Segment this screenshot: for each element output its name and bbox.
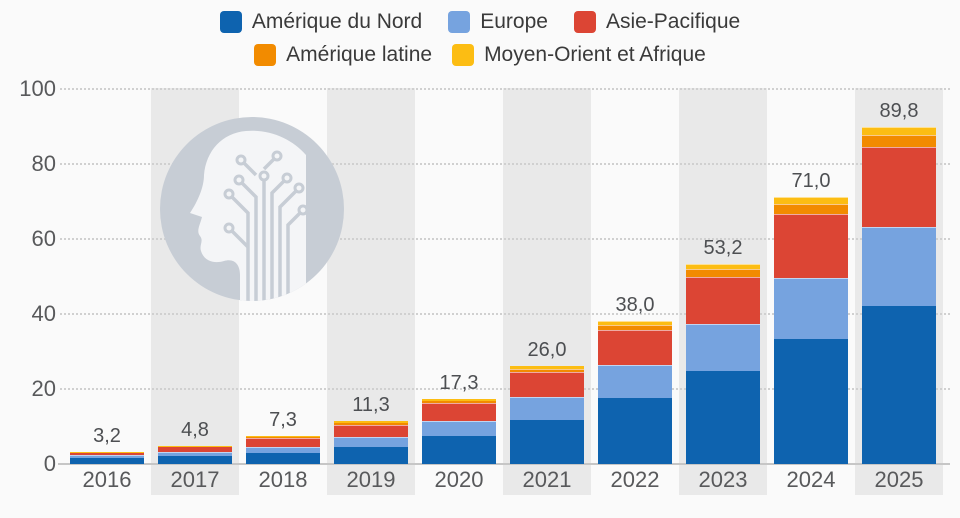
x-axis-label-2025: 2025 — [874, 467, 924, 492]
x-axis-line — [58, 462, 950, 465]
bar-segment-2020-am-rique-du-nord[interactable] — [422, 436, 496, 464]
bar-segment-2019-am-rique-du-nord[interactable] — [334, 446, 408, 464]
x-axis-label-2023: 2023 — [698, 467, 748, 492]
bar-total-label-2025: 89,8 — [879, 99, 919, 122]
bar-total-label-2019: 11,3 — [352, 394, 390, 417]
bar-segment-2021-asie-pacifique[interactable] — [510, 372, 584, 398]
gridline-80 — [60, 162, 950, 165]
y-axis-tick-0: 0 — [43, 450, 56, 476]
bar-segment-2022-am-rique-latine[interactable] — [598, 324, 672, 330]
bar-segment-2019-asie-pacifique[interactable] — [334, 424, 408, 438]
bar-segment-2022-europe[interactable] — [598, 365, 672, 398]
bar-segment-2021-europe[interactable] — [510, 397, 584, 420]
bar-segment-2016-am-rique-du-nord[interactable] — [70, 458, 144, 464]
bar-segment-2025-asie-pacifique[interactable] — [862, 146, 936, 228]
x-axis-label-2022: 2022 — [610, 467, 660, 492]
bar-segment-2023-asie-pacifique[interactable] — [686, 276, 760, 324]
bar-segment-2017-europe[interactable] — [158, 452, 232, 456]
gridline-40 — [60, 312, 950, 315]
y-axis-tick-40: 40 — [31, 300, 56, 326]
bar-segment-2025-moyen-orient-et-afrique[interactable] — [862, 126, 936, 135]
x-axis-label-2021: 2021 — [522, 467, 572, 492]
bar-segment-2020-am-rique-latine[interactable] — [422, 400, 496, 404]
x-axis-label-2017: 2017 — [170, 467, 220, 492]
x-axis-label-2020: 2020 — [434, 467, 484, 492]
legend-item-latin-america: Amérique latine — [254, 43, 432, 67]
bar-segment-2024-moyen-orient-et-afrique[interactable] — [774, 197, 848, 204]
bar-total-label-2018: 7,3 — [269, 409, 297, 432]
legend-row-1: Amérique du Nord Europe Asie-Pacifique — [0, 10, 960, 34]
bar-segment-2023-europe[interactable] — [686, 324, 760, 371]
bar-segment-2018-moyen-orient-et-afrique[interactable] — [246, 436, 320, 437]
bar-segment-2025-am-rique-latine[interactable] — [862, 135, 936, 147]
bar-segment-2023-am-rique-du-nord[interactable] — [686, 370, 760, 464]
bar-total-label-2021: 26,0 — [527, 339, 567, 361]
x-axis-label-2016: 2016 — [82, 467, 132, 492]
bar-segment-2018-am-rique-du-nord[interactable] — [246, 452, 320, 464]
legend-item-north-america: Amérique du Nord — [219, 10, 423, 34]
bar-segment-2025-am-rique-du-nord[interactable] — [862, 305, 936, 464]
bar-segment-2024-am-rique-latine[interactable] — [774, 204, 848, 214]
bar-total-label-2022: 38,0 — [615, 294, 655, 316]
y-axis-tick-100: 100 — [19, 75, 56, 101]
bar-segment-2016-europe[interactable] — [70, 455, 144, 459]
bar-segment-2016-asie-pacifique[interactable] — [70, 451, 144, 456]
bar-total-label-2024: 71,0 — [791, 170, 831, 193]
legend-swatch-middle-east-africa — [452, 44, 475, 66]
bar-total-label-2020: 17,3 — [439, 371, 479, 394]
ai-head-circuit-icon — [160, 117, 344, 301]
legend-item-europe: Europe — [448, 10, 548, 34]
bar-segment-2018-asie-pacifique[interactable] — [246, 438, 320, 447]
y-axis-tick-80: 80 — [31, 150, 56, 176]
legend-label-middle-east-africa: Moyen-Orient et Afrique — [484, 43, 706, 66]
legend-row-2: Amérique latine Moyen-Orient et Afrique — [0, 43, 960, 67]
bar-segment-2024-am-rique-du-nord[interactable] — [774, 339, 848, 464]
gridline-60 — [60, 237, 950, 240]
ai-head-circuit-watermark — [160, 117, 344, 301]
legend-swatch-north-america — [219, 11, 242, 33]
legend: Amérique du Nord Europe Asie-Pacifique Amé… — [0, 10, 960, 67]
y-axis-tick-20: 20 — [31, 375, 56, 401]
bar-segment-2020-europe[interactable] — [422, 420, 496, 437]
bar-segment-2020-moyen-orient-et-afrique[interactable] — [422, 398, 496, 401]
legend-swatch-europe — [448, 11, 471, 33]
bar-segment-2022-moyen-orient-et-afrique[interactable] — [598, 321, 672, 325]
x-axis-label-2018: 2018 — [258, 467, 308, 492]
bar-total-label-2016: 3,2 — [93, 424, 121, 447]
gridline-100 — [60, 87, 950, 90]
bar-total-label-2023: 53,2 — [703, 237, 743, 259]
legend-swatch-asia-pacific — [573, 11, 596, 33]
legend-item-middle-east-africa: Moyen-Orient et Afrique — [452, 43, 706, 67]
legend-item-asia-pacific: Asie-Pacifique — [573, 10, 741, 34]
legend-label-north-america: Amérique du Nord — [251, 10, 423, 33]
bar-segment-2019-am-rique-latine[interactable] — [334, 422, 408, 425]
bar-segment-2018-am-rique-latine[interactable] — [246, 436, 320, 439]
bar-segment-2018-europe[interactable] — [246, 447, 320, 453]
bar-segment-2017-asie-pacifique[interactable] — [158, 446, 232, 453]
x-axis-label-2019: 2019 — [346, 467, 396, 492]
legend-swatch-latin-america — [254, 44, 277, 66]
bar-segment-2021-am-rique-du-nord[interactable] — [510, 419, 584, 464]
bar-segment-2017-am-rique-du-nord[interactable] — [158, 455, 232, 464]
legend-label-europe: Europe — [480, 10, 548, 33]
legend-label-latin-america: Amérique latine — [286, 43, 433, 66]
bar-segment-2020-asie-pacifique[interactable] — [422, 403, 496, 421]
bar-segment-2022-asie-pacifique[interactable] — [598, 329, 672, 366]
x-axis-label-2024: 2024 — [786, 467, 836, 492]
gridline-20 — [60, 387, 950, 390]
bar-total-label-2017: 4,8 — [181, 418, 209, 441]
bar-segment-2021-moyen-orient-et-afrique[interactable] — [510, 366, 584, 369]
bar-segment-2019-europe[interactable] — [334, 437, 408, 447]
bar-segment-2021-am-rique-latine[interactable] — [510, 368, 584, 373]
bar-segment-2024-europe[interactable] — [774, 278, 848, 340]
bar-segment-2023-am-rique-latine[interactable] — [686, 269, 760, 277]
y-axis-tick-60: 60 — [31, 225, 56, 251]
bar-segment-2024-asie-pacifique[interactable] — [774, 213, 848, 279]
bar-segment-2023-moyen-orient-et-afrique[interactable] — [686, 264, 760, 270]
legend-label-asia-pacific: Asie-Pacifique — [605, 10, 741, 33]
bar-segment-2025-europe[interactable] — [862, 227, 936, 306]
bar-segment-2022-am-rique-du-nord[interactable] — [598, 397, 672, 464]
bar-segment-2019-moyen-orient-et-afrique[interactable] — [334, 421, 408, 423]
